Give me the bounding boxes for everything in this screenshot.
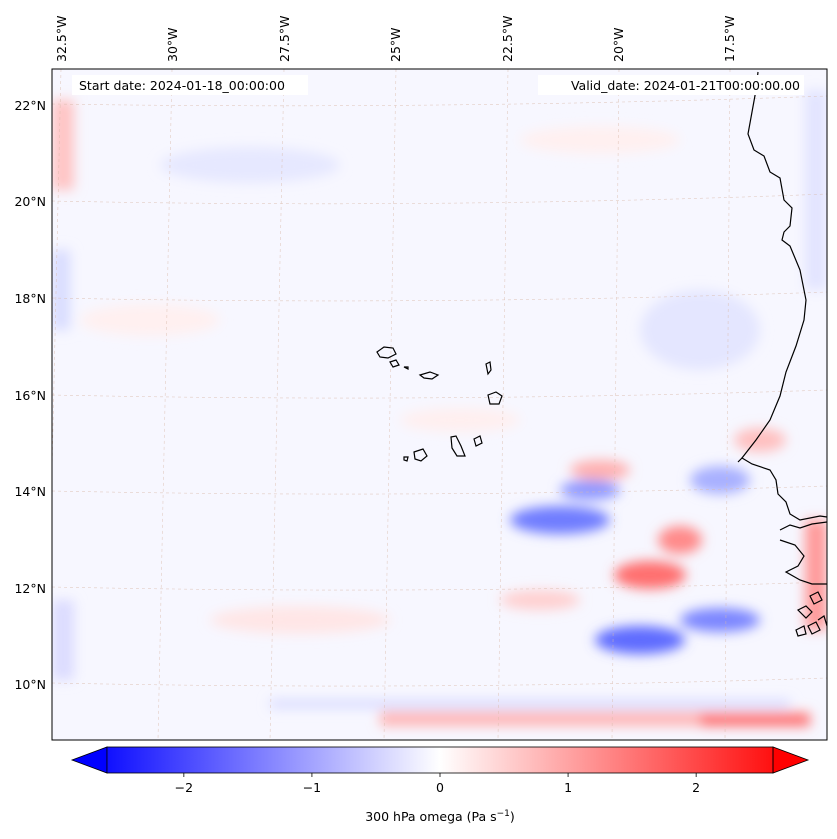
colorbar-left-extension	[70, 746, 108, 774]
gridline-lon-27-5w	[269, 69, 285, 740]
omega-se-region-positive-4	[500, 590, 580, 610]
coastline-gambia	[779, 521, 827, 531]
gridline-lon-25w	[383, 69, 397, 740]
island-maio	[473, 435, 483, 447]
colorbar-tick-label: −2	[175, 780, 193, 795]
gridline-lon-17-5w	[724, 69, 731, 740]
island-santa-luzia	[403, 366, 409, 370]
start-date-label: Start date: 2024-01-18_00:00:00	[79, 78, 285, 93]
lon-label-22-5w: 22.5°W	[500, 16, 515, 62]
lon-label-25w: 25°W	[388, 27, 403, 62]
gridline-lat-10n	[52, 677, 827, 687]
colorbar: −2 −1 0 1 2 300 hPa omega (Pa s−1)	[70, 746, 810, 824]
island-sal	[485, 361, 492, 376]
valid-date-background	[538, 75, 804, 95]
omega-bottom-strip-strong	[700, 714, 810, 726]
omega-mid-feature	[400, 408, 520, 432]
omega-sw-feature	[210, 606, 390, 634]
island-boa-vista	[487, 391, 503, 405]
coastline-guinea-bissau	[779, 539, 827, 585]
colorbar-ticks: −2 −1 0 1 2	[175, 773, 700, 795]
lat-label-10n: 10°N	[14, 677, 46, 692]
colorbar-label-tail: )	[510, 809, 515, 824]
lat-label-12n: 12°N	[14, 581, 46, 596]
lat-label-14n: 14°N	[14, 484, 46, 499]
omega-feature-2	[520, 126, 680, 154]
omega-se-region-negative-1	[510, 506, 610, 534]
lat-label-18n: 18°N	[14, 291, 46, 306]
colorbar-tick-label: 1	[564, 780, 572, 795]
omega-se-region-negative-2	[595, 626, 685, 654]
lat-label-20n: 20°N	[14, 194, 46, 209]
omega-bottom-strip-negative	[270, 700, 790, 708]
lat-label-22n: 22°N	[14, 98, 46, 113]
colorbar-label-superscript: −1	[497, 809, 510, 819]
colorbar-tick-label: −1	[303, 780, 321, 795]
omega-se-region-positive-2	[658, 526, 702, 554]
colorbar-gradient	[107, 747, 773, 773]
gridline-lat-12n	[52, 581, 827, 591]
lon-label-30w: 30°W	[165, 27, 180, 62]
island-santo-antao	[376, 346, 397, 359]
coastline-bijagos	[795, 621, 821, 637]
omega-se-region-negative-3	[680, 608, 760, 632]
omega-right-edge-positive	[805, 520, 827, 630]
valid-date-label: Valid_date: 2024-01-21T00:00:00.00	[571, 78, 800, 93]
omega-left-edge-positive	[52, 100, 74, 190]
colorbar-label: 300 hPa omega (Pa s−1)	[365, 809, 515, 824]
omega-se-region-negative-4	[560, 480, 620, 500]
island-fogo	[413, 448, 428, 462]
gridline-lat-20n	[52, 193, 827, 205]
gridline-lat-18n	[52, 291, 827, 302]
lon-label-20w: 20°W	[611, 27, 626, 62]
omega-se-region-positive-1	[614, 561, 686, 589]
island-sao-vicente	[389, 359, 400, 368]
colorbar-right-extension	[772, 746, 810, 774]
colorbar-label-main: 300 hPa omega (Pa s	[365, 809, 496, 824]
gridline-lat-22n	[52, 95, 827, 107]
omega-right-edge-negative	[805, 90, 827, 290]
omega-feature-4	[80, 304, 220, 336]
colorbar-tick-label: 2	[692, 780, 700, 795]
omega-se-region-positive-5	[734, 428, 786, 452]
latitude-labels: 22°N 20°N 18°N 16°N 14°N 12°N 10°N	[14, 98, 46, 692]
gridline-lon-22-5w	[497, 69, 509, 740]
island-brava	[403, 456, 409, 462]
start-date-background	[72, 75, 308, 95]
omega-left-edge-negative	[52, 250, 70, 330]
lat-label-16n: 16°N	[14, 388, 46, 403]
island-santiago	[450, 435, 466, 457]
island-sao-nicolau	[418, 371, 440, 380]
omega-se-region-negative-5	[690, 466, 750, 494]
gridline-lon-30w	[157, 69, 173, 740]
lon-label-17-5w: 17.5°W	[722, 16, 737, 62]
omega-field	[52, 90, 827, 726]
coastline-guinea-bissau-islands	[796, 591, 827, 627]
longitude-labels: 32.5°W 30°W 27.5°W 25°W 22.5°W 20°W 17.5…	[54, 16, 737, 62]
graticule	[52, 69, 827, 740]
omega-feature-3	[640, 290, 760, 370]
gridline-lat-16n	[52, 389, 827, 399]
colorbar-tick-label: 0	[436, 780, 444, 795]
coastlines	[376, 71, 827, 637]
african-coastline	[741, 71, 827, 521]
lon-label-27-5w: 27.5°W	[277, 16, 292, 62]
omega-feature-1	[160, 147, 340, 183]
map-frame	[51, 68, 828, 741]
map-plot-area	[52, 69, 827, 740]
coastline-dakar	[737, 457, 743, 463]
lon-label-32-5w: 32.5°W	[54, 16, 69, 62]
omega-left-edge-negative-2	[52, 600, 74, 680]
omega-se-region-positive-3	[570, 460, 630, 480]
gridline-lon-20w	[611, 69, 620, 740]
gridline-lat-14n	[52, 485, 827, 495]
